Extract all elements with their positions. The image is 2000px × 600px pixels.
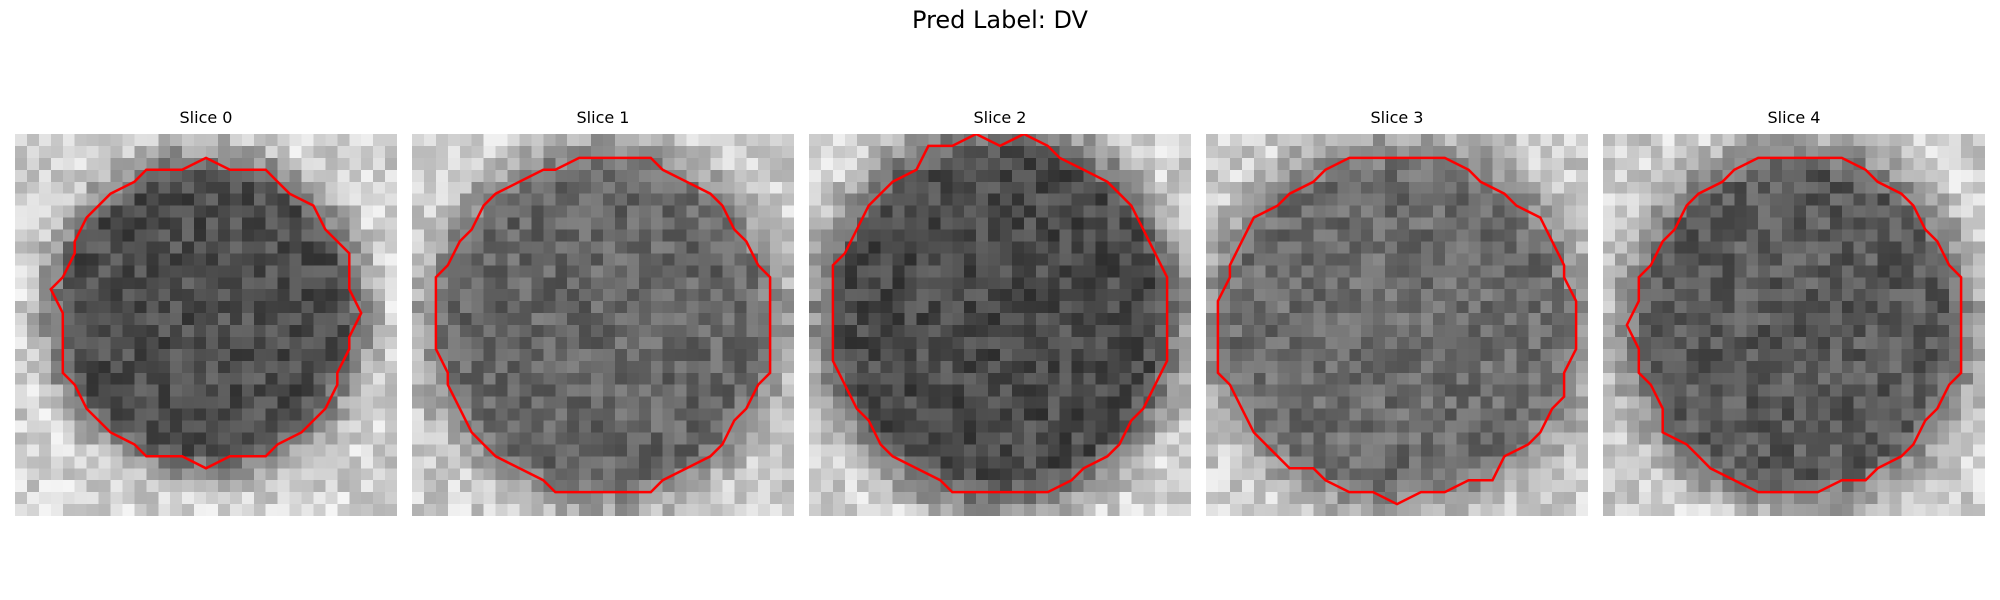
prediction-contour bbox=[1625, 156, 1963, 494]
slice-panel-2: Slice 2 bbox=[809, 108, 1191, 528]
slice-panel-0: Slice 0 bbox=[15, 108, 397, 528]
prediction-contour bbox=[434, 156, 772, 494]
slice-pixels bbox=[15, 134, 397, 516]
slice-title-0: Slice 0 bbox=[179, 108, 233, 127]
prediction-contour bbox=[49, 156, 363, 470]
slice-image-0 bbox=[15, 134, 397, 516]
slice-image-2 bbox=[809, 134, 1191, 516]
slice-pixels bbox=[1206, 134, 1588, 516]
slice-panel-3: Slice 3 bbox=[1206, 108, 1588, 528]
slice-panel-4: Slice 4 bbox=[1603, 108, 1985, 528]
prediction-contour bbox=[1216, 156, 1578, 506]
slice-title-3: Slice 3 bbox=[1370, 108, 1424, 127]
slice-panels: Slice 0 Slice 1 Slice 2 Slice 3 Slice 4 bbox=[15, 108, 1985, 528]
slice-pixels bbox=[1603, 134, 1985, 516]
slice-pixels bbox=[412, 134, 794, 516]
figure-title: Pred Label: DV bbox=[912, 6, 1088, 34]
slice-image-3 bbox=[1206, 134, 1588, 516]
slice-title-1: Slice 1 bbox=[576, 108, 630, 127]
slice-image-1 bbox=[412, 134, 794, 516]
slice-pixels bbox=[809, 134, 1191, 516]
slice-title-2: Slice 2 bbox=[973, 108, 1027, 127]
slice-panel-1: Slice 1 bbox=[412, 108, 794, 528]
prediction-contour bbox=[831, 134, 1169, 494]
slice-image-4 bbox=[1603, 134, 1985, 516]
slice-title-4: Slice 4 bbox=[1767, 108, 1821, 127]
